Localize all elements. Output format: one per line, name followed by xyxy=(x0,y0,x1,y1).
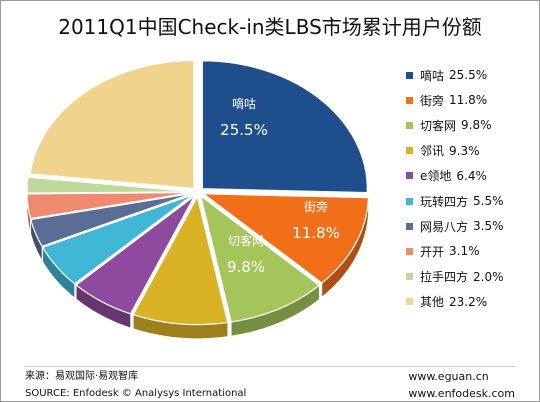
legend-item: 开开 3.1% xyxy=(406,242,480,260)
legend-swatch xyxy=(406,172,413,180)
legend-value: 11.8% xyxy=(449,93,488,108)
chart-title: 2011Q1中国Check-in类LBS市场累计用户份额 xyxy=(58,15,482,39)
pie-slice-1 xyxy=(201,193,370,284)
legend-item: 嘀咕 25.5% xyxy=(406,66,487,84)
legend-swatch xyxy=(406,197,413,205)
footer-divider xyxy=(24,366,516,367)
footer-links: www.eguan.cn www.enfodesk.com xyxy=(408,368,515,402)
legend-value: 3.1% xyxy=(449,244,480,259)
pie-slice-7 xyxy=(26,191,193,220)
legend-value: 2.0% xyxy=(473,269,504,284)
pie-slice-2 xyxy=(199,194,321,323)
data-label-name-2: 切客网 xyxy=(228,233,264,248)
legend-label: 嘀咕 xyxy=(420,68,445,83)
pie-slice-8 xyxy=(26,176,193,194)
legend-item: 街旁 11.8% xyxy=(406,91,487,109)
data-label-value-0: 25.5% xyxy=(220,121,268,139)
legend-label: 街旁 xyxy=(420,93,445,108)
legend-value: 9.3% xyxy=(449,143,480,158)
url-eguan[interactable]: www.eguan.cn xyxy=(408,370,489,383)
legend-label: 切客网 xyxy=(420,118,457,133)
legend-label: 邻讯 xyxy=(420,144,445,159)
data-label-name-0: 嘀咕 xyxy=(232,96,256,111)
pie-data-labels: 嘀咕 25.5% 街旁 11.8% 切客网 9.8% xyxy=(220,96,340,276)
pie-slice-3 xyxy=(132,194,229,326)
legend-label: 网易八方 xyxy=(420,219,469,234)
pie-slice-4 xyxy=(75,195,196,315)
pie-slice-5 xyxy=(41,194,194,285)
legend-value: 9.8% xyxy=(461,118,492,133)
legend-item: 网易八方 3.5% xyxy=(406,217,504,235)
legend-swatch xyxy=(406,147,413,155)
legend-label: 玩转四方 xyxy=(420,194,469,209)
legend-item: 玩转四方 5.5% xyxy=(406,192,504,210)
legend-value: 6.4% xyxy=(456,168,487,183)
source-en: SOURCE: Enfodesk © Analysys Internationa… xyxy=(25,388,247,399)
url-enfodesk[interactable]: www.enfodesk.com xyxy=(408,387,515,400)
pie-slice-9 xyxy=(29,59,195,190)
legend-swatch xyxy=(406,96,413,104)
footer-source: 来源：易观国际·易观智库 SOURCE: Enfodesk © Analysys… xyxy=(25,368,246,402)
legend-swatch xyxy=(406,298,413,306)
legend-value: 25.5% xyxy=(449,68,488,82)
legend-label: e领地 xyxy=(420,169,452,184)
legend-label: 拉手四方 xyxy=(420,270,469,285)
legend-swatch xyxy=(406,273,413,281)
legend-label: 其他 xyxy=(420,295,445,310)
source-cn: 来源：易观国际·易观智库 xyxy=(25,371,139,382)
legend-item: 切客网 9.8% xyxy=(406,116,492,134)
legend-swatch xyxy=(406,71,413,79)
legend-swatch xyxy=(406,121,413,129)
legend-swatch xyxy=(406,247,413,255)
legend-item: 其他 23.2% xyxy=(406,293,487,311)
legend-item: 邻讯 9.3% xyxy=(406,142,480,160)
pie-tops xyxy=(26,59,370,326)
legend-value: 3.5% xyxy=(473,219,504,234)
pie-slice-0 xyxy=(201,60,368,194)
legend-swatch xyxy=(406,222,413,230)
data-label-name-1: 街旁 xyxy=(304,199,328,214)
legend-value: 23.2% xyxy=(449,294,488,309)
data-label-value-2: 9.8% xyxy=(227,258,265,276)
data-label-value-1: 11.8% xyxy=(292,224,340,242)
legend-value: 5.5% xyxy=(473,194,504,208)
legend-item: e领地 6.4% xyxy=(406,167,487,185)
legend-label: 开开 xyxy=(420,244,445,259)
pie-slice-6 xyxy=(30,192,193,247)
legend-item: 拉手四方 2.0% xyxy=(406,268,504,286)
